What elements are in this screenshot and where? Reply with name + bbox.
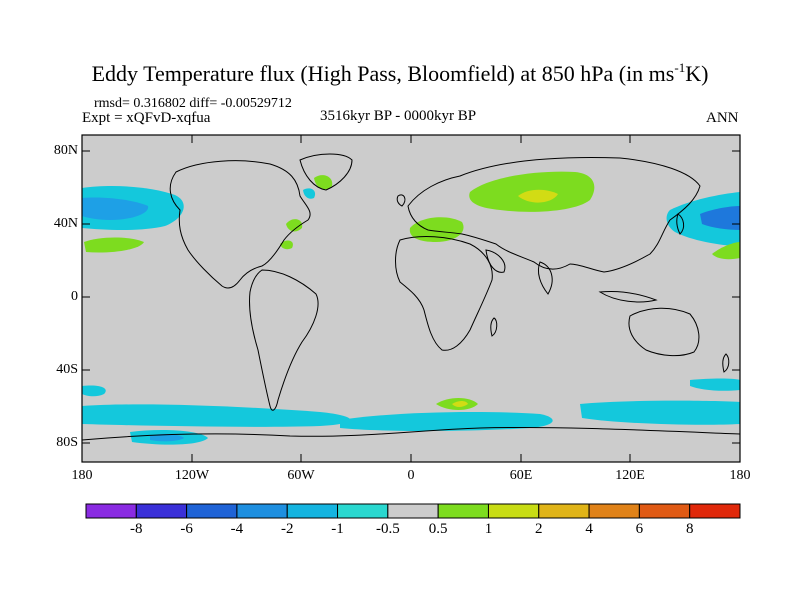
coast-india xyxy=(537,261,553,295)
coast-north-america xyxy=(169,160,311,289)
colorbar-swatch xyxy=(487,503,540,519)
lat-label-0: 0 xyxy=(71,289,78,304)
lon-label-180e: 180 xyxy=(729,468,751,483)
colorbar-label: 1 xyxy=(484,521,493,537)
plot-title: Eddy Temperature flux (High Pass, Bloomf… xyxy=(91,60,709,86)
colorbar-label: 8 xyxy=(685,521,694,537)
lat-ticks xyxy=(82,150,740,444)
colorbar-swatch xyxy=(85,503,137,519)
anomaly-s-ocean-band-2 xyxy=(82,404,350,427)
coast-arabia xyxy=(485,249,506,273)
coast-antarctica xyxy=(81,426,741,441)
anomaly-n-pacific-green-w xyxy=(84,237,144,253)
colorbar-label: -1 xyxy=(331,521,344,537)
coast-madagascar xyxy=(490,317,498,337)
anomaly-s-ocean-band-4 xyxy=(580,400,740,425)
colorbar-label: 0.5 xyxy=(428,521,448,537)
colorbar-label: -8 xyxy=(130,521,143,537)
anomaly-n-pacific-green-e xyxy=(712,242,740,260)
period-label: 3516kyr BP - 0000kyr BP xyxy=(320,108,477,124)
colorbar-label: -0.5 xyxy=(375,521,400,537)
colorbar-label: 4 xyxy=(585,521,593,537)
lon-label-120w: 120W xyxy=(174,468,210,483)
anomaly-s-ocean-band-6 xyxy=(690,378,740,391)
anomaly-s-ocean-band-5-core xyxy=(150,433,184,442)
colorbar-swatch xyxy=(638,503,691,519)
lat-label-40s: 40S xyxy=(56,362,78,377)
coast-uk xyxy=(396,194,406,207)
colorbar-swatch xyxy=(437,503,489,519)
lat-label-40n: 40N xyxy=(53,216,78,231)
colorbar-swatch xyxy=(588,503,640,519)
anomaly-atlantic-green xyxy=(286,219,303,232)
coast-indonesia xyxy=(598,291,658,303)
experiment-label: Expt = xQFvD-xqfua xyxy=(82,110,211,126)
lon-label-60w: 60W xyxy=(287,468,315,483)
anomaly-s-ocean-yellow xyxy=(452,401,468,407)
coast-south-america xyxy=(249,269,319,411)
lat-label-80n: 80N xyxy=(53,143,78,158)
anomaly-greenland-green xyxy=(314,175,333,190)
season-label: ANN xyxy=(706,110,739,126)
colorbar-swatch xyxy=(538,503,590,519)
coast-greenland xyxy=(299,153,353,191)
colorbar-swatch xyxy=(236,503,288,519)
colorbar-swatch xyxy=(286,503,339,519)
coast-japan xyxy=(676,213,685,235)
anomaly-s-ocean-band-3 xyxy=(340,412,553,431)
anomaly-fields xyxy=(82,171,740,445)
colorbar-label: 6 xyxy=(635,521,644,537)
coast-europe-asia xyxy=(407,157,701,273)
coastlines xyxy=(81,153,741,441)
lon-label-0: 0 xyxy=(407,468,415,483)
anomaly-s-ocean-band-1 xyxy=(82,385,106,397)
anomaly-n-pacific-west-core xyxy=(82,197,149,220)
anomaly-eurasia-yellow xyxy=(518,189,558,203)
colorbar-label: 2 xyxy=(535,521,543,537)
colorbar xyxy=(85,503,741,519)
map-panel xyxy=(81,134,741,463)
lon-label-60e: 60E xyxy=(509,468,533,483)
lon-label-180w: 180 xyxy=(71,468,93,483)
anomaly-n-pacific-east-core xyxy=(700,206,740,230)
lon-label-120e: 120E xyxy=(615,468,645,483)
rmsd-diff-stats: rmsd= 0.316802 diff= -0.00529712 xyxy=(94,96,292,111)
coast-africa xyxy=(395,236,493,351)
colorbar-label: -6 xyxy=(180,521,193,537)
colorbar-label: -4 xyxy=(230,521,244,537)
colorbar-swatch xyxy=(689,503,741,519)
anomaly-mediterranean-green xyxy=(409,217,464,242)
colorbar-swatch xyxy=(135,503,188,519)
lon-ticks xyxy=(81,135,741,462)
lat-label-80s: 80S xyxy=(56,435,78,450)
colorbar-swatch xyxy=(337,503,389,519)
colorbar-swatch xyxy=(387,503,439,519)
anomaly-nw-atlantic-blue xyxy=(303,188,316,199)
coast-australia xyxy=(628,307,700,357)
coast-new-zealand xyxy=(722,353,730,373)
anomaly-atlantic-green-small xyxy=(280,240,293,250)
colorbar-swatch xyxy=(186,503,238,519)
colorbar-label: -2 xyxy=(280,521,294,537)
